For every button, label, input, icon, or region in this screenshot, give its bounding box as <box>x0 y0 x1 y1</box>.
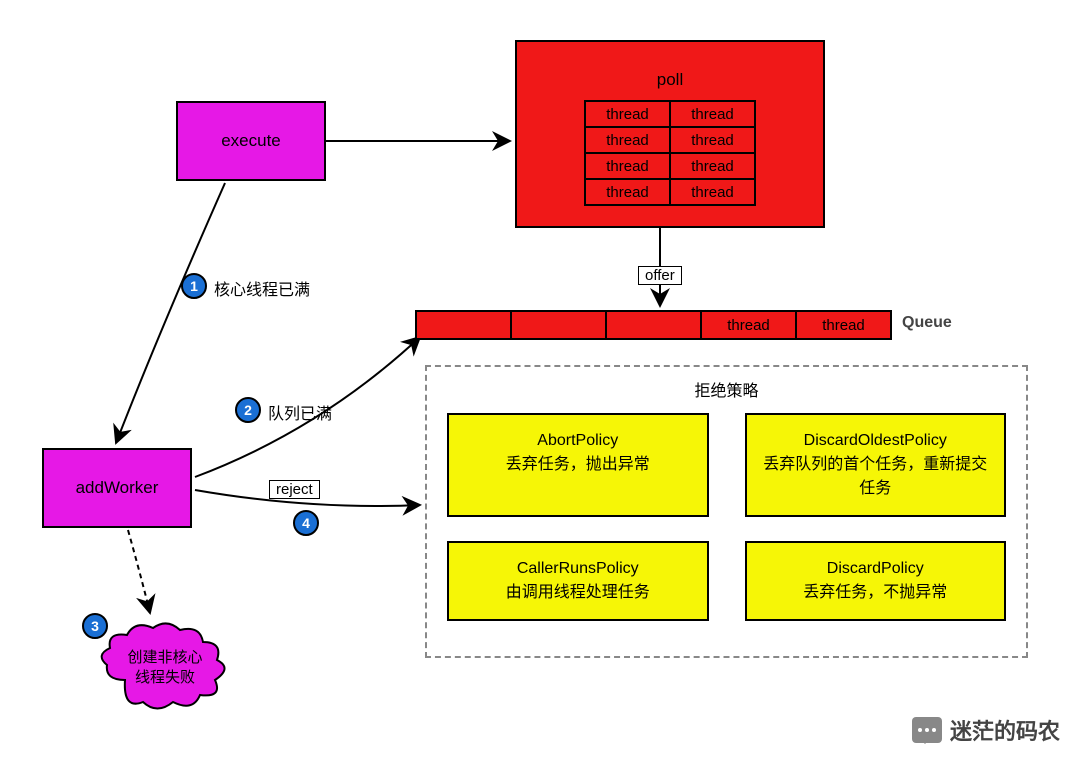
policy-title-text: DiscardOldestPolicy <box>757 429 995 453</box>
poll-node: poll thread thread thread thread thread … <box>515 40 825 228</box>
policy-title: 拒绝策略 <box>447 377 1006 401</box>
policy-title-text: AbortPolicy <box>459 429 697 453</box>
policy-abort: AbortPolicy 丢弃任务，抛出异常 <box>447 413 709 517</box>
policy-grid: AbortPolicy 丢弃任务，抛出异常 DiscardOldestPolic… <box>447 413 1006 621</box>
thread-cell: thread <box>585 127 670 153</box>
badge-2: 2 <box>235 397 261 423</box>
policy-discard: DiscardPolicy 丢弃任务，不抛异常 <box>745 541 1007 621</box>
thread-cell: thread <box>585 101 670 127</box>
thread-cell: thread <box>585 153 670 179</box>
thread-cell: thread <box>670 127 755 153</box>
queue-row: thread thread <box>415 310 892 340</box>
policy-container: 拒绝策略 AbortPolicy 丢弃任务，抛出异常 DiscardOldest… <box>425 365 1028 658</box>
policy-desc-text: 丢弃任务，抛出异常 <box>459 453 697 477</box>
badge-2-text: 队列已满 <box>268 400 332 424</box>
thread-cell: thread <box>585 179 670 205</box>
poll-thread-grid: thread thread thread thread thread threa… <box>584 100 756 206</box>
footer-text: 迷茫的码农 <box>950 714 1060 746</box>
addworker-node: addWorker <box>42 448 192 528</box>
policy-caller-runs: CallerRunsPolicy 由调用线程处理任务 <box>447 541 709 621</box>
addworker-label: addWorker <box>76 478 159 498</box>
queue-cell: thread <box>701 311 796 339</box>
badge-4: 4 <box>293 510 319 536</box>
fail-cloud: 创建非核心 线程失败 <box>95 620 235 725</box>
svg-text:线程失败: 线程失败 <box>135 669 195 686</box>
queue-cell: thread <box>796 311 891 339</box>
wechat-icon <box>912 717 942 743</box>
footer: 迷茫的码农 <box>912 714 1060 746</box>
execute-label: execute <box>221 131 281 151</box>
thread-cell: thread <box>670 179 755 205</box>
svg-text:创建非核心: 创建非核心 <box>127 649 202 666</box>
reject-label: reject <box>269 480 320 499</box>
badge-1: 1 <box>181 273 207 299</box>
execute-node: execute <box>176 101 326 181</box>
policy-desc-text: 由调用线程处理任务 <box>459 581 697 605</box>
thread-cell: thread <box>670 101 755 127</box>
policy-title-text: CallerRunsPolicy <box>459 557 697 581</box>
policy-desc-text: 丢弃任务，不抛异常 <box>757 581 995 605</box>
diagram-canvas: execute poll thread thread thread thread… <box>0 0 1080 758</box>
thread-cell: thread <box>670 153 755 179</box>
queue-caption: Queue <box>902 314 952 332</box>
policy-desc-text: 丢弃队列的首个任务，重新提交任务 <box>757 453 995 501</box>
poll-label: poll <box>657 70 683 90</box>
queue-cell <box>416 311 511 339</box>
queue-cell <box>511 311 606 339</box>
offer-label: offer <box>638 266 682 285</box>
policy-discard-oldest: DiscardOldestPolicy 丢弃队列的首个任务，重新提交任务 <box>745 413 1007 517</box>
queue-cell <box>606 311 701 339</box>
policy-title-text: DiscardPolicy <box>757 557 995 581</box>
badge-1-text: 核心线程已满 <box>214 276 310 300</box>
